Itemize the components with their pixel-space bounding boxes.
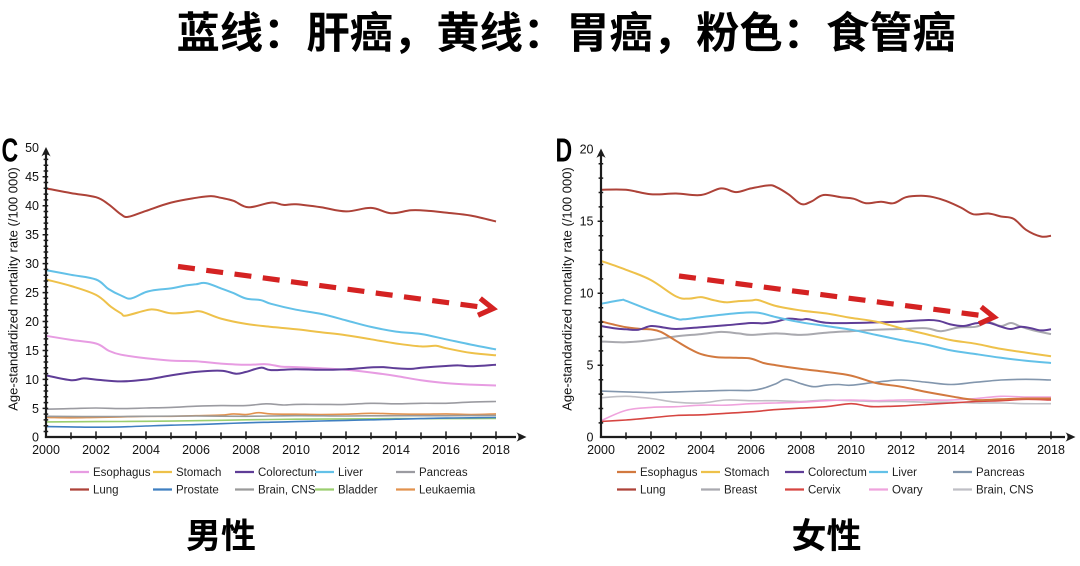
svg-text:D: D [556, 133, 573, 170]
svg-text:2008: 2008 [787, 443, 815, 457]
svg-text:50: 50 [25, 141, 39, 155]
svg-text:Esophagus: Esophagus [93, 467, 151, 479]
svg-text:Breast: Breast [724, 485, 758, 497]
svg-text:Leukaemia: Leukaemia [419, 485, 476, 497]
svg-text:2008: 2008 [232, 443, 260, 457]
svg-text:5: 5 [32, 402, 39, 416]
svg-text:2016: 2016 [432, 443, 460, 457]
svg-text:20: 20 [580, 143, 594, 157]
svg-text:Stomach: Stomach [176, 467, 221, 479]
svg-text:2004: 2004 [132, 443, 160, 457]
svg-text:20: 20 [25, 315, 39, 329]
svg-text:2014: 2014 [937, 443, 965, 457]
svg-text:40: 40 [25, 199, 39, 213]
svg-text:15: 15 [25, 344, 39, 358]
svg-text:Colorectum: Colorectum [258, 467, 317, 479]
svg-text:Pancreas: Pancreas [976, 467, 1025, 479]
svg-text:Liver: Liver [338, 467, 363, 479]
svg-text:2018: 2018 [482, 443, 510, 457]
svg-text:2006: 2006 [737, 443, 765, 457]
svg-text:Bladder: Bladder [338, 485, 378, 497]
svg-text:5: 5 [587, 359, 594, 373]
svg-text:0: 0 [587, 431, 594, 445]
svg-text:Brain, CNS: Brain, CNS [258, 485, 316, 497]
svg-text:Age-standardized mortality rat: Age-standardized mortality rate (/100 00… [6, 167, 21, 411]
svg-text:2010: 2010 [282, 443, 310, 457]
svg-text:Pancreas: Pancreas [419, 467, 468, 479]
svg-text:2000: 2000 [587, 443, 615, 457]
svg-text:10: 10 [580, 287, 594, 301]
svg-text:Esophagus: Esophagus [640, 467, 698, 479]
svg-text:2014: 2014 [382, 443, 410, 457]
svg-text:2004: 2004 [687, 443, 715, 457]
svg-text:45: 45 [25, 170, 39, 184]
svg-text:2010: 2010 [837, 443, 865, 457]
svg-text:Liver: Liver [892, 467, 917, 479]
svg-text:35: 35 [25, 228, 39, 242]
svg-text:Ovary: Ovary [892, 485, 923, 497]
svg-text:2012: 2012 [332, 443, 360, 457]
svg-text:Stomach: Stomach [724, 467, 769, 479]
svg-text:25: 25 [25, 286, 39, 300]
svg-text:2016: 2016 [987, 443, 1015, 457]
svg-text:2000: 2000 [32, 443, 60, 457]
svg-text:2002: 2002 [637, 443, 665, 457]
svg-text:Age-standardized mortality rat: Age-standardized mortality rate (/100 00… [560, 167, 575, 411]
svg-text:Lung: Lung [640, 485, 666, 497]
svg-text:2012: 2012 [887, 443, 915, 457]
svg-text:Lung: Lung [93, 485, 119, 497]
svg-text:C: C [2, 133, 19, 170]
svg-text:2018: 2018 [1037, 443, 1065, 457]
svg-text:15: 15 [580, 215, 594, 229]
svg-text:0: 0 [32, 431, 39, 445]
svg-text:Prostate: Prostate [176, 485, 219, 497]
svg-text:Cervix: Cervix [808, 485, 841, 497]
svg-text:2002: 2002 [82, 443, 110, 457]
svg-text:Colorectum: Colorectum [808, 467, 867, 479]
svg-text:30: 30 [25, 257, 39, 271]
svg-text:2006: 2006 [182, 443, 210, 457]
svg-text:Brain, CNS: Brain, CNS [976, 485, 1034, 497]
svg-text:10: 10 [25, 373, 39, 387]
